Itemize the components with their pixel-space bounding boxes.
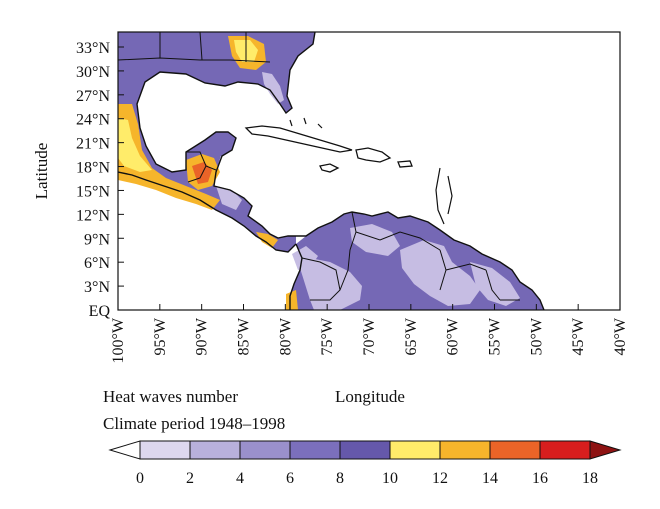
lat-tick-label: 18°N	[76, 160, 110, 177]
lon-tick-label: 45°W	[570, 317, 587, 355]
caption-line-1: Heat waves number	[103, 387, 238, 406]
colorbar-swatch	[439, 440, 491, 460]
lon-tick-label: 70°W	[361, 317, 378, 355]
jamaica-island	[319, 163, 340, 173]
lat-tick-label: 21°N	[76, 136, 110, 153]
lon-tick-label: 55°W	[487, 317, 504, 355]
lat-tick-label: 24°N	[76, 112, 110, 129]
colorbar-swatch	[289, 440, 341, 460]
lat-tick-label: 6°N	[84, 255, 110, 272]
colorbar-tick-label: 18	[582, 470, 598, 487]
colorbar: 0 2 4 6 8 10 12 14 16 18	[108, 440, 622, 487]
lat-tick-label: 9°N	[84, 231, 110, 248]
x-axis-title: Longitude	[335, 387, 405, 406]
lat-tick-label: 3°N	[84, 279, 110, 296]
colorbar-swatch	[339, 440, 391, 460]
lon-tick-label: 65°W	[403, 317, 420, 355]
lon-tick-label: 85°W	[236, 317, 253, 355]
lat-tick-label: 15°N	[76, 183, 110, 200]
colorbar-tick-label: 8	[336, 470, 344, 487]
y-axis-title: Latitude	[32, 143, 51, 200]
colorbar-tick-label: 14	[482, 470, 498, 487]
lat-tick-label: 30°N	[76, 64, 110, 81]
lat-tick-label: EQ	[89, 303, 111, 320]
longitude-axis: 100°W 95°W 90°W 85°W 80°W 75°W 70°W 65°W 60°W 55°…	[110, 304, 629, 364]
low-value-patches	[216, 72, 520, 310]
colorbar-tick-label: 6	[286, 470, 294, 487]
colorbar-max-arrow	[589, 440, 622, 460]
latitude-axis: 33°N 30°N 27°N 24°N 21°N 18°N 15°N 12°N 9°N 6°N 3°…	[76, 40, 124, 320]
lon-tick-label: 60°W	[445, 317, 462, 355]
colorbar-tick-label: 12	[432, 470, 448, 487]
colorbar-swatch	[139, 440, 191, 460]
hispaniola-island	[355, 147, 392, 163]
lon-tick-label: 40°W	[612, 317, 629, 355]
cuba-island	[244, 125, 353, 153]
colorbar-tick-label: 4	[236, 470, 244, 487]
lon-tick-label: 90°W	[194, 317, 211, 355]
colorbar-swatch	[489, 440, 541, 460]
colorbar-swatch	[239, 440, 291, 460]
colorbar-swatch	[189, 440, 241, 460]
lon-tick-label: 50°W	[528, 317, 545, 355]
lat-tick-label: 33°N	[76, 40, 110, 57]
colorbar-tick-label: 0	[136, 470, 144, 487]
lon-tick-label: 100°W	[110, 317, 127, 363]
puerto-rico-island	[397, 160, 413, 168]
lat-tick-label: 27°N	[76, 88, 110, 105]
borders	[118, 32, 545, 310]
lon-tick-label: 80°W	[277, 317, 294, 355]
lon-tick-label: 95°W	[152, 317, 169, 355]
colorbar-swatch	[389, 440, 441, 460]
lon-tick-label: 75°W	[319, 317, 336, 355]
colorbar-tick-label: 2	[186, 470, 194, 487]
colorbar-min-arrow	[108, 440, 141, 460]
colorbar-swatch	[539, 440, 591, 460]
lat-tick-label: 12°N	[76, 207, 110, 224]
caption-line-2: Climate period 1948–1998	[103, 414, 285, 433]
colorbar-tick-label: 16	[532, 470, 548, 487]
colorbar-tick-label: 10	[382, 470, 398, 487]
